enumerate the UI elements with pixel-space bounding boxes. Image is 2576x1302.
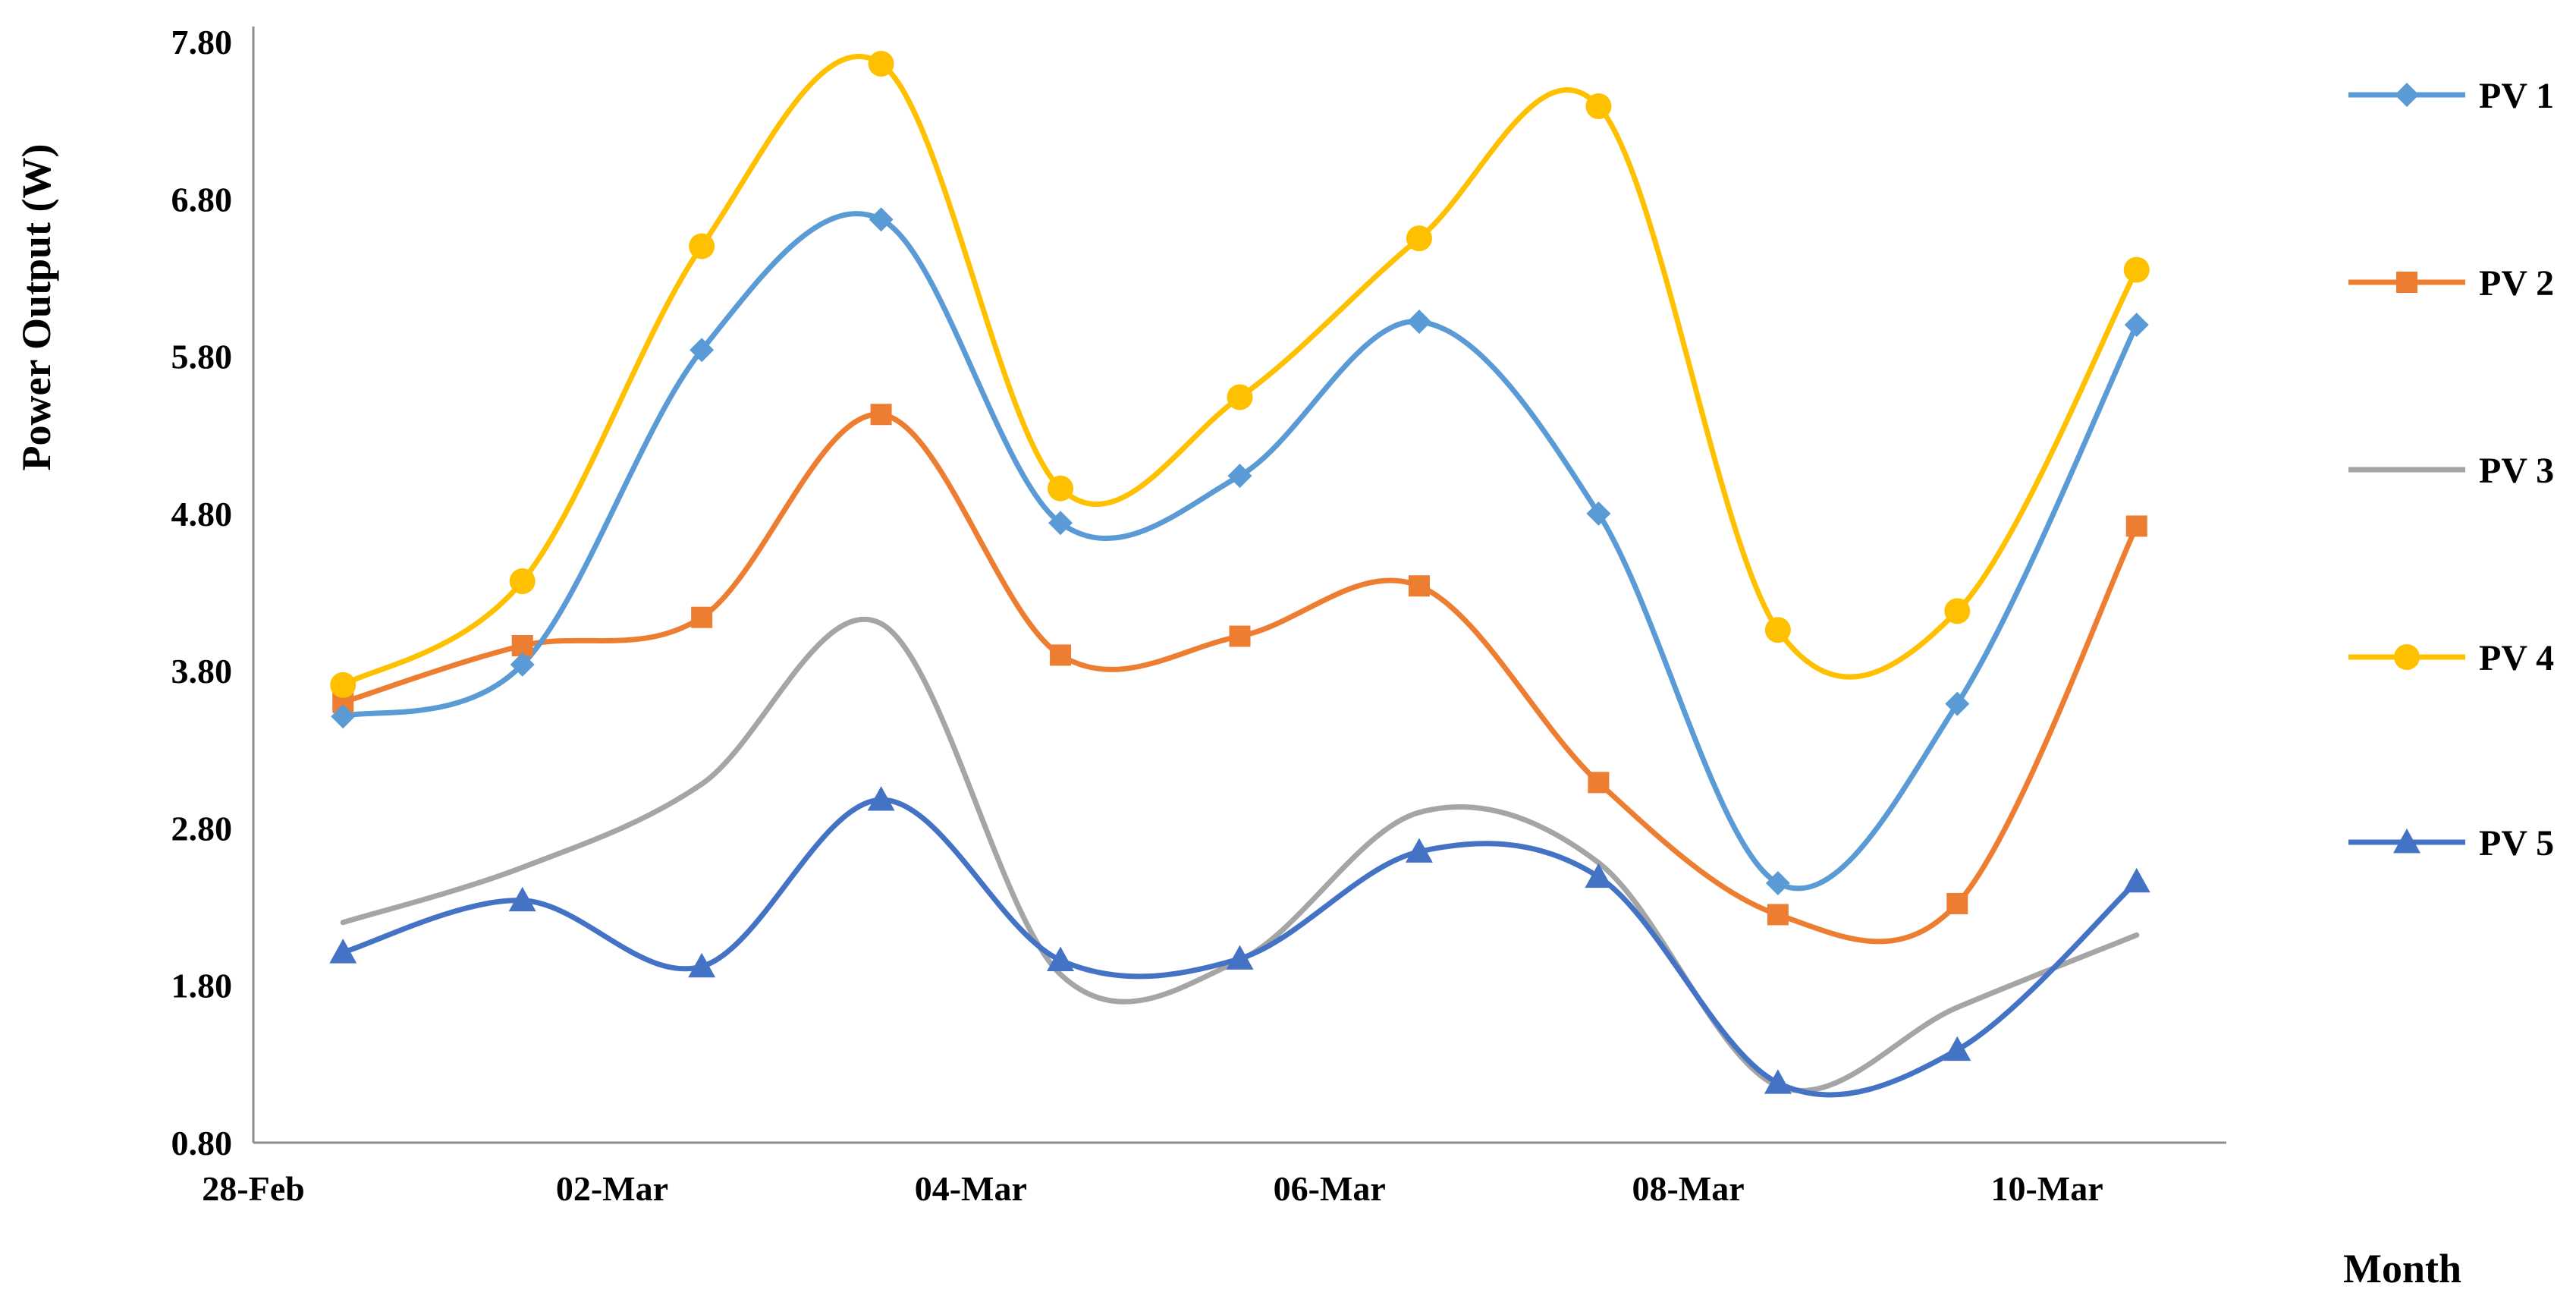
data-point-pv2 <box>870 404 892 426</box>
data-point-pv2 <box>1767 904 1789 926</box>
series-markers <box>329 51 2150 1094</box>
x-axis-title: Month <box>2343 1246 2461 1291</box>
data-point-pv2 <box>691 606 713 628</box>
series-lines <box>340 54 2140 1098</box>
x-tick-label: 04-Mar <box>915 1169 1027 1208</box>
data-point-pv4 <box>1764 617 1791 643</box>
data-point-pv5 <box>1943 1036 1971 1061</box>
data-point-pv2 <box>1946 892 1968 914</box>
data-point-pv5 <box>688 952 716 978</box>
series-line-pv4 <box>340 54 2140 688</box>
data-point-pv1 <box>510 652 535 677</box>
data-point-pv5 <box>1226 945 1254 970</box>
data-point-pv1 <box>869 207 894 232</box>
data-point-pv4 <box>509 568 536 594</box>
data-point-pv1 <box>1586 501 1611 526</box>
legend-label-pv4: PV 4 <box>2479 638 2554 678</box>
data-point-pv1 <box>690 338 715 363</box>
data-point-pv5 <box>867 786 895 811</box>
data-point-pv2 <box>1050 644 1072 666</box>
x-tick-label: 10-Mar <box>1990 1169 2103 1208</box>
legend-item-pv3: PV 3 <box>2348 451 2554 491</box>
data-point-pv4 <box>868 51 894 77</box>
legend-marker-pv2 <box>2396 272 2417 293</box>
legend-item-pv1: PV 1 <box>2348 76 2554 116</box>
axes: 0.80 1.80 2.80 3.80 4.80 5.80 6.80 7.80 28-Feb 02… <box>171 23 2226 1208</box>
data-point-pv2 <box>1588 772 1610 794</box>
series-line-pv2 <box>340 411 2140 945</box>
data-point-pv4 <box>1227 384 1253 410</box>
data-point-pv2 <box>1408 575 1430 597</box>
x-tick-label: 06-Mar <box>1274 1169 1386 1208</box>
legend-item-pv5: PV 5 <box>2348 823 2554 863</box>
legend-marker-pv1 <box>2395 83 2419 107</box>
data-point-pv5 <box>1764 1069 1792 1094</box>
y-tick-label: 5.80 <box>171 338 233 376</box>
data-point-pv1 <box>1406 309 1431 334</box>
series-line-pv1 <box>340 211 2140 892</box>
data-point-pv5 <box>1585 863 1613 888</box>
y-tick-label: 4.80 <box>171 495 233 533</box>
legend: PV 1 PV 2 PV 3 PV 4 PV 5 <box>2348 76 2554 863</box>
legend-marker-pv5 <box>2393 829 2420 854</box>
y-axis-title: Power Output (W) <box>14 144 59 471</box>
data-point-pv2 <box>2125 515 2147 537</box>
legend-item-pv2: PV 2 <box>2348 263 2554 303</box>
data-point-pv5 <box>1047 946 1075 971</box>
legend-item-pv4: PV 4 <box>2348 638 2554 678</box>
data-point-pv5 <box>1405 838 1433 863</box>
y-tick-label: 6.80 <box>171 180 233 219</box>
x-tick-label: 28-Feb <box>202 1169 304 1208</box>
series-line-pv3 <box>340 616 2140 1093</box>
data-point-pv1 <box>1048 511 1073 536</box>
x-tick-label: 02-Mar <box>556 1169 668 1208</box>
data-point-pv1 <box>1765 870 1790 895</box>
x-tick-label: 08-Mar <box>1632 1169 1745 1208</box>
data-point-pv5 <box>508 886 536 912</box>
data-point-pv5 <box>329 939 357 964</box>
legend-label-pv3: PV 3 <box>2479 451 2554 491</box>
data-point-pv4 <box>2123 256 2150 283</box>
y-tick-label: 7.80 <box>171 23 233 61</box>
data-point-pv5 <box>2122 867 2150 893</box>
y-tick-label: 2.80 <box>171 809 233 848</box>
data-point-pv4 <box>1048 475 1074 502</box>
data-point-pv4 <box>330 671 357 698</box>
legend-label-pv5: PV 5 <box>2479 823 2554 863</box>
data-point-pv2 <box>1229 625 1251 647</box>
legend-label-pv2: PV 2 <box>2479 263 2554 303</box>
data-point-pv1 <box>1227 464 1252 489</box>
data-point-pv1 <box>2124 313 2149 338</box>
legend-label-pv1: PV 1 <box>2479 76 2554 116</box>
data-point-pv1 <box>331 704 356 729</box>
data-point-pv4 <box>689 233 715 259</box>
data-point-pv4 <box>1944 598 1971 624</box>
y-tick-label: 1.80 <box>171 967 233 1005</box>
data-point-pv4 <box>1406 225 1432 252</box>
data-point-pv4 <box>1585 93 1612 119</box>
y-tick-label: 0.80 <box>171 1124 233 1162</box>
legend-marker-pv4 <box>2394 644 2420 670</box>
data-point-pv1 <box>1945 691 1970 716</box>
y-tick-label: 3.80 <box>171 652 233 690</box>
